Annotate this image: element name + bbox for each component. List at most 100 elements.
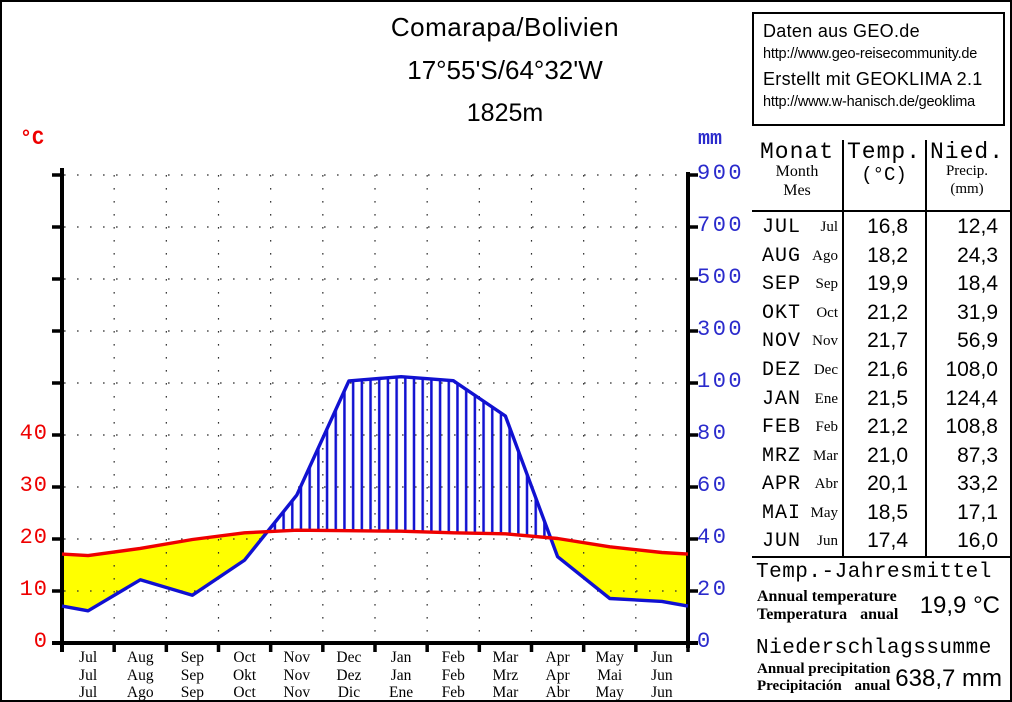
summary-precip-title: Niederschlagssumme <box>756 637 992 660</box>
cell-month-de: SEP <box>762 273 802 297</box>
table-header-divider <box>752 210 1010 212</box>
month-label-spanish-6: Dic <box>337 684 361 701</box>
month-label-german-2: Aug <box>126 666 154 684</box>
summary-temp-title: Temp.-Jahresmittel <box>756 561 992 584</box>
left-axis-unit: °C <box>20 128 45 151</box>
cell-temperature: 21,7 <box>867 329 908 353</box>
cell-month-de: AUG <box>762 244 802 268</box>
table-header-precip-unit: (mm) <box>950 181 984 197</box>
cell-precipitation: 24,3 <box>957 243 998 267</box>
left-axis-tick-30: 30 <box>19 473 48 498</box>
month-label-german-11: Mai <box>597 666 623 684</box>
cell-month-es: Jun <box>817 533 838 550</box>
table-row-jun: JUN Jun 17,4 16,0 <box>752 527 1008 556</box>
month-label-english-5: Nov <box>283 649 311 666</box>
right-axis-unit: mm <box>698 128 723 151</box>
right-axis-tick-300: 300 <box>697 317 745 342</box>
month-label-german-8: Feb <box>441 666 465 684</box>
right-axis-tick-20: 20 <box>697 577 729 602</box>
table-header-nied: Nied. <box>929 139 1004 165</box>
right-axis-tick-900: 900 <box>697 161 745 186</box>
table-header-month: Month <box>775 163 819 180</box>
cell-precipitation: 56,9 <box>957 329 998 353</box>
month-label-spanish-10: Abr <box>545 684 570 701</box>
cell-month-de: JUN <box>762 530 802 554</box>
cell-precipitation: 17,1 <box>957 500 998 524</box>
left-axis-tick-20: 20 <box>19 525 48 550</box>
credits-source: Daten aus GEO.de <box>763 21 920 41</box>
month-label-german-3: Sep <box>180 666 205 684</box>
summary-precip-value: 638,7 mm <box>895 665 1002 692</box>
month-label-english-12: Jun <box>651 649 673 666</box>
month-label-german-1: Jul <box>79 666 98 684</box>
summary-temp-english: Annual temperature <box>757 588 897 605</box>
table-row-dez: DEZ Dec 21,6 108,0 <box>752 356 1008 385</box>
cell-precipitation: 108,0 <box>945 357 998 381</box>
month-label-spanish-12: Jun <box>651 684 673 701</box>
right-axis-tick-80: 80 <box>697 421 729 446</box>
month-label-english-7: Jan <box>390 649 412 666</box>
month-label-german-7: Jan <box>390 666 412 684</box>
cell-month-es: Oct <box>816 304 838 321</box>
cell-temperature: 20,1 <box>867 472 908 496</box>
cell-temperature: 19,9 <box>867 272 908 296</box>
cell-month-es: Ene <box>814 390 838 407</box>
credits-box: Daten aus GEO.de http://www.geo-reisecom… <box>752 12 1005 126</box>
left-axis-tick-0: 0 <box>33 629 48 654</box>
cell-temperature: 16,8 <box>867 215 908 238</box>
cell-month-es: Feb <box>815 419 839 436</box>
month-label-german-5: Nov <box>283 666 311 684</box>
cell-month-es: Ago <box>812 247 838 264</box>
cell-month-es: Mar <box>813 447 838 464</box>
month-label-english-9: Mar <box>492 649 519 666</box>
cell-temperature: 21,6 <box>867 357 908 381</box>
table-row-jul: JUL Jul 16,8 12,4 <box>752 213 1008 242</box>
left-axis-tick-10: 10 <box>19 577 48 602</box>
credits-source-url: http://www.geo-reisecommunity.de <box>763 46 978 62</box>
month-label-spanish-11: May <box>595 684 624 701</box>
cell-month-es: Sep <box>815 276 839 293</box>
cell-precipitation: 108,8 <box>945 415 998 439</box>
month-label-spanish-9: Mar <box>492 684 519 701</box>
table-header-precip: Precip. <box>945 163 989 179</box>
table-row-sep: SEP Sep 19,9 18,4 <box>752 270 1008 299</box>
month-label-german-6: Dez <box>336 666 362 684</box>
cell-month-es: May <box>810 504 839 521</box>
cell-temperature: 21,2 <box>867 300 908 324</box>
cell-month-es: Nov <box>812 333 838 350</box>
right-axis-tick-40: 40 <box>697 525 729 550</box>
month-label-english-8: Feb <box>441 649 465 666</box>
month-label-german-9: Mrz <box>492 666 519 684</box>
summary-temp-value: 19,9 °C <box>919 592 1000 619</box>
cell-precipitation: 33,2 <box>957 472 998 496</box>
cell-month-es: Dec <box>813 361 838 378</box>
month-label-german-4: Okt <box>232 666 257 684</box>
credits-tool: Erstellt mit GEOKLIMA 2.1 <box>763 69 983 89</box>
title-block: Comarapa/Bolivien 17°55'S/64°32'W 1825m <box>300 12 710 128</box>
month-label-spanish-2: Ago <box>126 684 154 701</box>
station-name: Comarapa/Bolivien <box>390 12 620 42</box>
station-elevation: 1825m <box>466 99 544 127</box>
month-label-english-6: Dec <box>336 649 362 666</box>
cell-precipitation: 16,0 <box>957 529 998 553</box>
table-bottom-divider <box>752 556 1010 558</box>
cell-precipitation: 18,4 <box>957 272 998 296</box>
month-label-german-10: Apr <box>545 666 570 684</box>
table-row-apr: APR Abr 20,1 33,2 <box>752 470 1008 499</box>
month-label-german-12: Jun <box>651 666 673 684</box>
table-header-temp: Temp. <box>846 139 921 165</box>
right-axis-tick-100: 100 <box>697 369 745 394</box>
cell-precipitation: 12,4 <box>957 215 998 238</box>
table-row-nov: NOV Nov 21,7 56,9 <box>752 327 1008 356</box>
right-axis-tick-0: 0 <box>697 629 713 654</box>
month-label-english-4: Oct <box>233 649 256 666</box>
month-label-spanish-4: Oct <box>233 684 256 701</box>
cell-temperature: 18,2 <box>867 243 908 267</box>
cell-month-de: MAI <box>762 501 802 525</box>
cell-precipitation: 31,9 <box>957 300 998 324</box>
cell-temperature: 21,5 <box>867 386 908 410</box>
cell-month-es: Jul <box>820 219 838 235</box>
cell-temperature: 17,4 <box>867 529 908 553</box>
summary-temp-spanish: Temperatura anual <box>757 606 899 623</box>
